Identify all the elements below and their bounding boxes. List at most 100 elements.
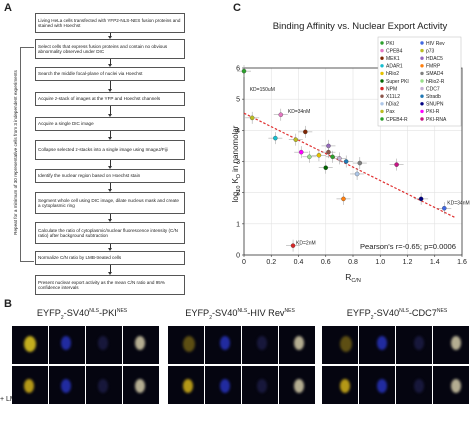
legend-marker — [420, 79, 424, 83]
data-point — [316, 153, 322, 158]
data-point — [249, 115, 255, 121]
kd-callout: KD=2nM — [296, 240, 316, 246]
pearson-annotation: Pearson's r=-0.65; p=0.0006 — [360, 242, 456, 251]
legend-label: Pax — [386, 109, 395, 115]
micrograph-hoechst — [359, 366, 395, 404]
data-point — [293, 137, 299, 142]
data-point — [341, 196, 346, 202]
micrograph-dic — [86, 366, 122, 404]
micrograph-merge — [279, 326, 315, 364]
y-tick-label: 3 — [236, 159, 240, 166]
micrograph-hoechst — [359, 326, 395, 364]
x-tick-label: 0 — [242, 259, 246, 266]
data-point — [354, 171, 360, 177]
data-point — [330, 154, 335, 160]
flow-step: Living HeLa cells transfected with YFP2-… — [35, 13, 185, 33]
legend-label: HDAC5 — [426, 56, 443, 62]
micrograph-merge — [433, 326, 469, 364]
legend-marker — [420, 56, 424, 60]
y-tick-label: 6 — [236, 66, 240, 73]
panel-label-a: A — [4, 2, 12, 14]
data-point — [418, 196, 424, 202]
data-point — [273, 135, 278, 141]
flow-step: Normalize C/N ratio by LMB-treated cells — [35, 251, 185, 265]
legend-label: ADAR1 — [386, 64, 403, 70]
data-point — [394, 162, 399, 167]
chart-title: Binding Affinity vs. Nuclear Export Acti… — [273, 21, 448, 32]
legend-label: NPM — [386, 86, 397, 92]
legend-label: hRio2-R — [426, 79, 445, 85]
legend-label: PKI-R — [426, 109, 440, 115]
micrograph-dic — [396, 326, 432, 364]
legend-marker — [420, 117, 424, 121]
micrograph-dic — [86, 326, 122, 364]
legend-label: X11L2 — [386, 94, 400, 100]
data-point — [442, 205, 447, 211]
x-tick-label: 1.0 — [375, 259, 385, 266]
micrograph-dic — [242, 366, 278, 404]
legend-marker — [380, 102, 384, 106]
micrograph-yfp — [168, 366, 204, 404]
repeat-label: Repeat for a minimum of 30 representativ… — [13, 70, 18, 235]
flow-step: Collapse selected z-stacks into a single… — [35, 140, 185, 160]
legend-marker — [420, 109, 424, 114]
flow-step: Acquire a single DIC image — [35, 117, 185, 131]
flow-step: Search the middle focal-plane of nuclei … — [35, 67, 185, 81]
y-tick-label: 2 — [236, 190, 240, 197]
legend-label: MEK1 — [386, 56, 400, 62]
legend-marker — [380, 48, 384, 53]
data-point — [303, 129, 308, 135]
micrograph-yfp — [12, 326, 48, 364]
legend-label: SNUPN — [426, 102, 444, 108]
micrograph-merge — [279, 366, 315, 404]
legend-label: CPEB4 — [386, 48, 403, 54]
kd-callout: KD=150uM — [250, 87, 275, 93]
kd-callout: KD=34nM — [288, 109, 310, 115]
legend-marker — [380, 86, 384, 91]
data-point — [337, 156, 342, 161]
legend-marker — [420, 64, 424, 68]
micrograph-title-cdc7: EYFP2-SV40NLS-CDC7NES — [346, 308, 448, 321]
panel-label-b: B — [4, 298, 12, 310]
regression-line — [243, 112, 456, 219]
legend-marker — [380, 79, 384, 83]
micrograph-dic — [396, 366, 432, 404]
flow-step: Segment whole cell using DIC image, dila… — [35, 192, 185, 214]
data-point — [298, 149, 304, 155]
micrograph-title-hivrev: EYFP2-SV40NLS-HIV RevNES — [185, 308, 295, 321]
legend: PKI HIV Rev CPEB4 p73 MEK1 HDAC5 ADAR1 FMRP hRio… — [377, 36, 462, 127]
legend-label: CPEB4-R — [386, 117, 408, 123]
y-axis-label: log10 KD in nanomolar — [232, 125, 242, 202]
legend-marker — [420, 71, 424, 76]
panel-label-c: C — [233, 2, 241, 14]
micrograph-merge — [123, 326, 159, 364]
legend-label: hDia2 — [386, 102, 399, 108]
data-point — [326, 149, 331, 155]
legend-marker — [380, 109, 384, 114]
flow-step: Identify the nuclear region based on Hoe… — [35, 169, 185, 183]
flow-step: Select cells that express fusion protein… — [35, 39, 185, 59]
data-point — [307, 154, 312, 160]
micrograph-merge — [433, 366, 469, 404]
legend-marker — [420, 41, 424, 45]
micrograph-hoechst — [49, 366, 85, 404]
legend-label: CDC7 — [426, 86, 440, 92]
flow-step: Acquire z-stack of images at the YFP and… — [35, 92, 185, 106]
micrograph-yfp — [168, 326, 204, 364]
legend-marker — [420, 94, 424, 98]
legend-marker — [380, 41, 384, 45]
x-tick-label: 0.8 — [348, 259, 358, 266]
micrograph-yfp — [12, 366, 48, 404]
x-axis-label: RC/N — [345, 272, 361, 284]
data-point — [241, 68, 247, 74]
legend-marker — [420, 48, 424, 53]
flow-step: Present nuclear export activity as the m… — [35, 275, 185, 295]
data-point — [278, 112, 284, 118]
x-tick-label: 1.4 — [430, 259, 440, 266]
flow-step: Calculate the ratio of cytoplasmic/nucle… — [35, 222, 185, 244]
micrograph-hoechst — [49, 326, 85, 364]
micrograph-hoechst — [205, 326, 241, 364]
legend-marker — [380, 64, 384, 68]
legend-label: Super PKI — [386, 79, 409, 85]
x-tick-label: 0.4 — [294, 259, 304, 266]
